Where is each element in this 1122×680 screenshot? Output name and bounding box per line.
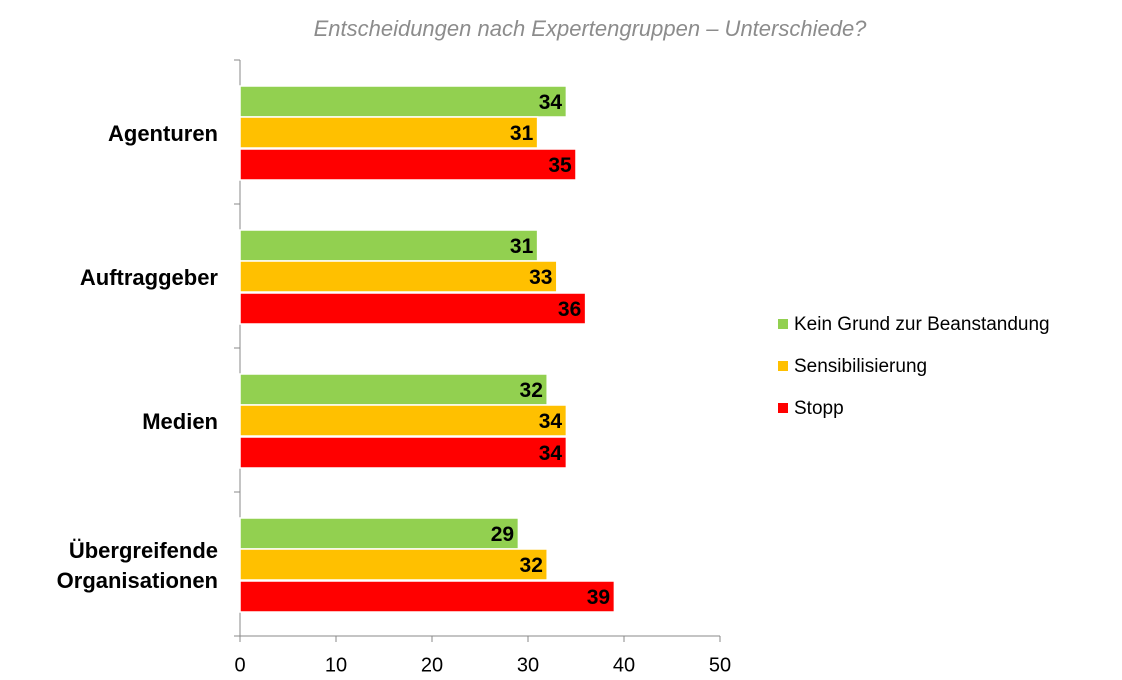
bar <box>239 548 548 581</box>
legend-swatch <box>778 403 788 413</box>
data-label: 32 <box>520 379 543 402</box>
x-tick-label: 30 <box>517 654 539 676</box>
data-label: 34 <box>539 442 563 465</box>
y-tick-label: Auftraggeber <box>79 265 218 290</box>
legend-label: Kein Grund zur Beanstandung <box>794 314 1050 335</box>
x-tick-label: 10 <box>325 654 347 676</box>
bar <box>239 436 568 469</box>
bar <box>239 148 577 181</box>
data-label: 34 <box>539 91 563 114</box>
x-tick-label: 50 <box>709 654 731 676</box>
bar <box>239 517 520 550</box>
data-label: 31 <box>510 235 534 258</box>
data-label: 29 <box>491 523 514 546</box>
data-label: 31 <box>510 122 534 145</box>
data-label: 36 <box>558 298 581 321</box>
legend-label: Stopp <box>794 398 844 419</box>
data-label: 32 <box>520 554 543 577</box>
legend-swatch <box>778 361 788 371</box>
y-tick-label: Übergreifende Organisationen <box>56 538 218 593</box>
data-label: 39 <box>587 586 610 609</box>
bar <box>239 580 616 613</box>
x-tick-label: 40 <box>613 654 635 676</box>
bar <box>239 260 558 293</box>
bar <box>239 85 568 118</box>
legend-swatch <box>778 319 788 329</box>
data-label: 33 <box>529 266 552 289</box>
legend-label: Sensibilisierung <box>794 356 927 377</box>
bar <box>239 373 548 406</box>
data-label: 35 <box>548 154 572 177</box>
x-tick-label: 20 <box>421 654 443 676</box>
y-tick-label: Agenturen <box>108 121 218 146</box>
bar <box>239 229 539 262</box>
chart-title: Entscheidungen nach Expertengruppen – Un… <box>314 16 868 41</box>
data-label: 34 <box>539 410 563 433</box>
bar <box>239 116 539 149</box>
x-tick-label: 0 <box>234 654 245 676</box>
bar <box>239 292 587 325</box>
y-tick-label: Medien <box>142 409 218 434</box>
bar <box>239 404 568 437</box>
